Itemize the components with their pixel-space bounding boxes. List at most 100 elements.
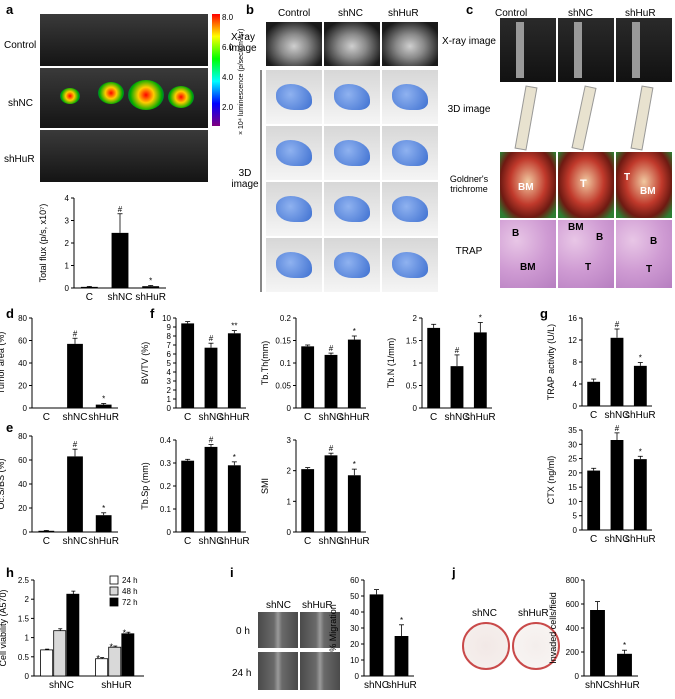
y-tick-label: 0.3 [160,459,172,468]
y-tick-label: 40 [350,608,359,617]
y-tick-label: 600 [566,600,580,609]
y-tick-label: 80 [18,314,27,323]
y-tick-label: 400 [566,624,580,633]
significance-mark: * [96,654,100,664]
bone-shape [392,140,428,166]
bar [108,646,122,677]
bar [610,440,624,530]
col-label-shnc: shNC [472,608,498,619]
x-tick-label: shNC [107,292,132,303]
microct-3d-image [266,126,322,180]
y-tick-label: 0.1 [280,359,292,368]
y-tick-label: 3 [287,436,292,445]
y-tick-label: 0 [167,404,172,413]
y-tick-label: 0 [573,402,578,411]
wound-image-shnc-24h [258,652,298,690]
bone-shape [276,196,312,222]
x-tick-label: shNC [444,412,469,423]
bar [38,408,55,409]
ivis-image-shhur [40,130,208,182]
x-tick-label: shHuR [609,680,640,691]
row-label-goldner: Goldner's trichrome [449,174,489,194]
y-tick-label: 12 [568,336,577,345]
y-tick-label: 5 [573,512,578,521]
bone-shape [392,252,428,278]
bar [347,339,361,408]
y-axis-label: BV/TV (%) [140,342,150,385]
bar [617,653,632,676]
y-tick-label: 1 [413,359,418,368]
y-tick-label: 0 [287,404,292,413]
y-tick-label: 8 [573,358,578,367]
bar [587,381,601,406]
y-tick-label: 2 [287,467,292,476]
y-tick-label: 0.2 [160,482,172,491]
trap-image-shnc [558,220,614,288]
bar [67,456,83,532]
microct-3d-image [324,182,380,236]
significance-mark: # [73,329,78,338]
y-tick-label: 8 [167,332,172,341]
xray-image-control [266,22,322,66]
bar [67,343,83,408]
panel-label-e: e [6,420,14,435]
y-tick-label: 20 [18,382,27,391]
x-tick-label: shNC [318,412,343,423]
significance-mark: # [118,205,123,214]
transwell-image-shhur [512,622,560,670]
y-axis-label: SMI [260,478,270,494]
significance-mark: * [123,628,127,638]
y-tick-label: 10 [350,656,359,665]
y-axis-label: Tb.N (1/mm) [386,338,396,389]
x-tick-label: shHuR [101,680,132,691]
col-label-control: Control [278,8,311,19]
goldner-mark: T [580,178,587,190]
significance-mark: * [353,460,356,469]
y-tick-label: 0.05 [275,382,291,391]
col-label-shnc: shNC [338,8,364,19]
significance-mark: # [73,440,78,449]
row-label-0h: 0 h [236,626,250,637]
trap-image-control [500,220,556,288]
trap-mark: T [585,262,592,273]
row-label-3d: 3D image [231,168,259,190]
significance-mark: # [329,444,334,453]
significance-mark: * [400,616,403,625]
y-axis-label: Tb.Th(mm) [260,341,270,386]
y-tick-label: 4 [167,368,172,377]
y-axis-label: Tb.Sp (mm) [140,462,150,510]
bar [95,404,112,408]
row-label-control: Control [4,40,37,51]
bar [427,327,441,408]
y-tick-label: 3 [65,217,70,226]
bone-shadow [632,22,640,78]
y-tick-label: 1 [167,395,172,404]
legend-label: 72 h [122,598,138,607]
row-label-24h: 24 h [232,668,252,679]
bone-shape [334,84,370,110]
y-tick-label: 0.4 [160,436,172,445]
panel-label-i: i [230,565,234,580]
x-tick-label: shNC [364,680,389,691]
microct-3d-image [324,70,380,124]
y-tick-label: 0.5 [406,382,418,391]
significance-mark: * [109,642,113,652]
y-axis-label: TRAP activity (U/L) [546,324,556,400]
significance-mark: # [209,334,214,343]
bar [324,455,338,532]
bar [369,594,384,676]
significance-mark: # [329,344,334,353]
y-tick-label: 0.2 [280,314,292,323]
y-tick-label: 25 [568,455,577,464]
x-tick-label: C [304,536,311,547]
significance-mark: # [209,436,214,445]
x-tick-label: shNC [62,536,87,547]
significance-mark: * [639,447,642,456]
xray-image-shnc [324,22,380,66]
panel-label-a: a [6,2,14,17]
bracket-line [260,70,262,292]
legend-label: 24 h [122,576,138,585]
y-tick-label: 2.5 [18,576,30,585]
x-tick-label: C [304,412,311,423]
